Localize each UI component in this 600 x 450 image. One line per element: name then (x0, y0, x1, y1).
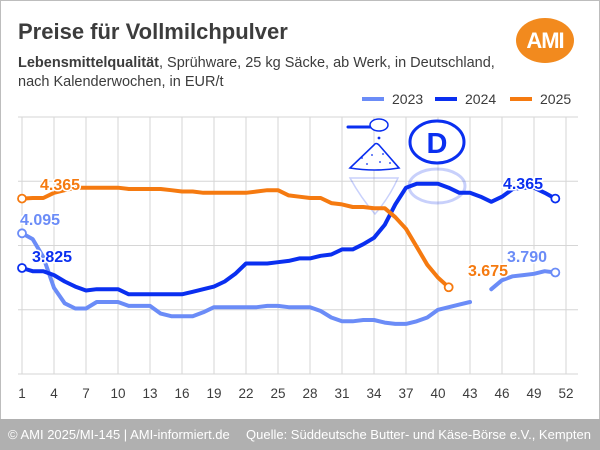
end-marker-2023 (550, 267, 561, 278)
x-tick-label: 7 (82, 386, 90, 401)
footer-copyright: © AMI 2025/MI-145 | AMI-informiert.de (8, 427, 230, 442)
x-tick-label: 19 (206, 386, 221, 401)
x-tick-label: 43 (462, 386, 477, 401)
legend-item-2025: 2025 (510, 91, 571, 107)
x-tick-label: 31 (334, 386, 349, 401)
start-marker-2024 (17, 263, 27, 273)
x-tick-label: 28 (302, 386, 317, 401)
ami-logo: AMI (516, 18, 574, 63)
legend-label: 2025 (540, 91, 572, 107)
germany-badge-label: D (427, 128, 448, 160)
line-chart: 1 4 7 10 13 16 19 22 25 28 31 34 37 40 43 46 49 52 D 4.09… (17, 116, 578, 401)
footer: © AMI 2025/MI-145 | AMI-informiert.de Qu… (0, 419, 600, 450)
x-tick-label: 52 (558, 386, 573, 401)
start-value-label-2024: 3.825 (32, 249, 72, 266)
x-tick-label: 22 (238, 386, 253, 401)
x-tick-label: 34 (366, 386, 382, 401)
legend-label: 2023 (392, 91, 424, 107)
legend-item-2023: 2023 (362, 91, 423, 107)
series-line-2024 (20, 181, 558, 297)
legend: 2023 2024 2025 (340, 91, 580, 109)
milk-powder-scoop-germany-icon: D (346, 118, 467, 216)
x-tick-label: 25 (270, 386, 285, 401)
end-marker-2024 (550, 193, 561, 204)
start-value-label-2025: 4.365 (40, 177, 80, 194)
subtitle-rest: , Sprühware, 25 kg Säcke, ab Werk, in De… (159, 55, 495, 71)
x-tick-label: 13 (142, 386, 157, 401)
footer-source: Quelle: Süddeutsche Butter- und Käse-Bör… (246, 427, 591, 442)
legend-swatch (435, 97, 457, 101)
end-marker-2025 (443, 282, 454, 293)
end-value-label-2025: 3.675 (468, 263, 508, 280)
legend-label: 2024 (465, 91, 497, 107)
start-marker-2025 (17, 193, 27, 204)
x-tick-label: 46 (494, 386, 509, 401)
series-layer (17, 181, 561, 326)
grid: 1 4 7 10 13 16 19 22 25 28 31 34 37 40 43 46 49 52 (18, 116, 578, 401)
x-tick-label: 37 (398, 386, 413, 401)
legend-swatch (510, 97, 532, 101)
x-tick-label: 16 (174, 386, 189, 401)
start-marker-2023 (17, 228, 27, 239)
series-line-2023 (489, 269, 558, 292)
end-value-label-2023: 3.790 (507, 249, 547, 266)
legend-item-2024: 2024 (435, 91, 496, 107)
subtitle-bold: Lebensmittelqualität (18, 55, 159, 71)
x-tick-label: 1 (18, 386, 26, 401)
x-tick-label: 40 (430, 386, 445, 401)
chart-title: Preise für Vollmilchpulver (18, 19, 288, 44)
legend-swatch (362, 97, 384, 101)
x-tick-label: 10 (110, 386, 125, 401)
series-line-2023 (20, 231, 472, 326)
x-tick-label: 4 (50, 386, 58, 401)
series-line-2025 (20, 185, 451, 290)
subtitle-line2: nach Kalenderwochen, in EUR/t (18, 74, 224, 90)
end-value-label-2024: 4.365 (503, 176, 543, 193)
start-value-label-2023: 4.095 (20, 212, 60, 229)
chart-subtitle: Lebensmittelqualität, Sprühware, 25 kg S… (18, 54, 518, 92)
labels-layer: 4.095 3.790 3.825 4.365 4.365 3.675 (19, 175, 549, 282)
x-tick-label: 49 (526, 386, 541, 401)
